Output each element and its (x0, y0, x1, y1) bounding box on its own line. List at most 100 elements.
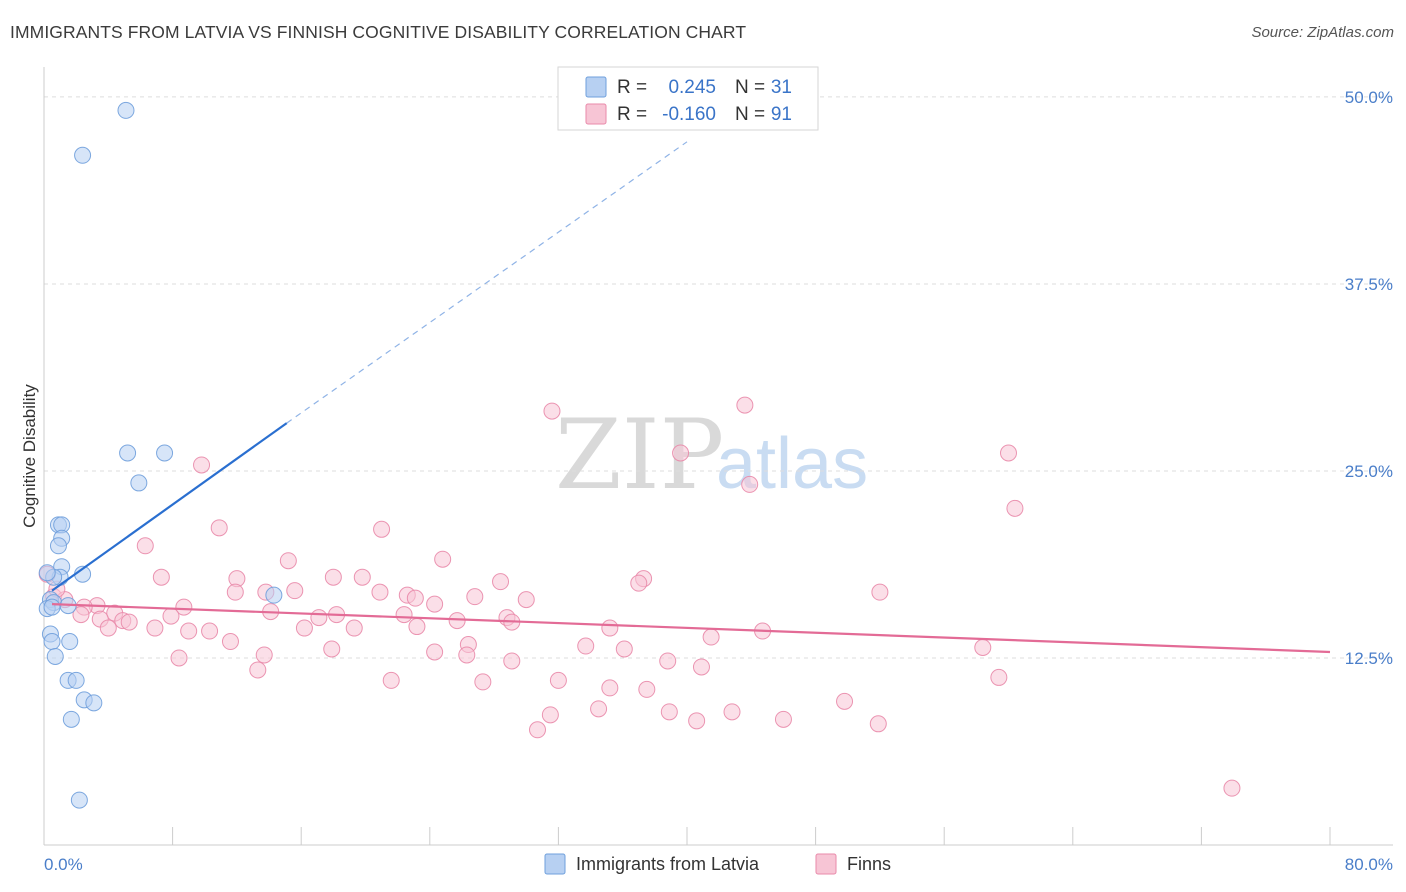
legend-r-value-latvia: 0.245 (668, 77, 716, 98)
finns-point (249, 661, 267, 679)
y-tick-label: 12.5% (1345, 649, 1393, 668)
finns-point (458, 646, 476, 664)
finns-point (353, 568, 371, 586)
finns-point (672, 444, 690, 462)
finns-point (255, 646, 273, 664)
series-legend-label-finns: Finns (847, 854, 891, 874)
finns-point (741, 475, 759, 493)
latvia-trend-extension (286, 141, 688, 424)
latvia-point (67, 671, 85, 689)
y-tick-label: 25.0% (1345, 462, 1393, 481)
y-tick-label: 50.0% (1345, 88, 1393, 107)
x-tick-label-max: 80.0% (1345, 855, 1393, 874)
finns-point (324, 568, 342, 586)
latvia-point (46, 647, 64, 665)
finns-point (871, 583, 889, 601)
chart-title: IMMIGRANTS FROM LATVIA VS FINNISH COGNIT… (10, 22, 747, 42)
finns-point (152, 568, 170, 586)
series-legend-swatch-latvia (544, 853, 566, 875)
legend-n-label-latvia: N = (735, 77, 765, 98)
finns-point (474, 673, 492, 691)
finns-point (492, 573, 510, 591)
finns-point (529, 721, 547, 739)
legend-n-value-latvia: 31 (771, 77, 792, 98)
finns-point (659, 652, 677, 670)
finns-point (774, 710, 792, 728)
latvia-point (70, 791, 88, 809)
legend-r-label-finns: R = (617, 104, 647, 125)
finns-point (162, 607, 180, 625)
finns-point (279, 552, 297, 570)
latvia-point (62, 710, 80, 728)
correlation-legend: R = 0.245 N = 31 R = -0.160 N = 91 (557, 66, 819, 131)
finns-point (601, 619, 619, 637)
finns-point (736, 396, 754, 414)
legend-n-label-finns: N = (735, 104, 765, 125)
finns-point (408, 618, 426, 636)
finns-point (146, 619, 164, 637)
watermark-atlas: atlas (716, 424, 868, 504)
finns-point (170, 649, 188, 667)
finns-point (395, 606, 413, 624)
finns-point (99, 619, 117, 637)
legend-r-value-finns: -0.160 (662, 104, 716, 125)
gridlines (44, 96, 1393, 659)
y-axis-label: Cognitive Disability (20, 384, 39, 528)
finns-point (590, 700, 608, 718)
latvia-point (130, 474, 148, 492)
finns-point (638, 680, 656, 698)
legend-r-label-latvia: R = (617, 77, 647, 98)
finns-point (310, 609, 328, 627)
watermark-zip: ZIP (555, 399, 724, 511)
finns-point (466, 588, 484, 606)
x-axis-ticks (172, 827, 1331, 845)
finns-point (1223, 779, 1241, 797)
latvia-point (61, 633, 79, 651)
latvia-points (38, 101, 283, 809)
finns-point (869, 715, 887, 733)
latvia-point (117, 101, 135, 119)
finns-point (136, 537, 154, 555)
latvia-point (49, 537, 67, 555)
finns-point (660, 703, 678, 721)
finns-point (201, 622, 219, 640)
legend-swatch-latvia (585, 76, 607, 98)
finns-point (371, 583, 389, 601)
finns-point (836, 692, 854, 710)
finns-point (1000, 444, 1017, 462)
latvia-point (156, 444, 174, 462)
source-label: Source: ZipAtlas.com (1251, 24, 1394, 41)
finns-point (210, 519, 228, 537)
finns-point (577, 637, 595, 655)
latvia-point (43, 598, 61, 616)
finns-point (426, 595, 444, 613)
finns-point (295, 619, 313, 637)
finns-point (702, 628, 720, 646)
finns-point (543, 402, 561, 420)
series-legend: Immigrants from Latvia Finns (544, 853, 891, 875)
y-axis-tick-labels: 12.5% 25.0% 37.5% 50.0% (1345, 88, 1393, 668)
finns-point (688, 712, 706, 730)
finns-point (503, 652, 521, 670)
finns-point (345, 619, 363, 637)
finns-trend-line (51, 603, 1331, 654)
finns-point (286, 582, 304, 600)
finns-point (120, 613, 138, 631)
series-legend-swatch-finns (815, 853, 837, 875)
y-tick-label: 37.5% (1345, 275, 1393, 294)
finns-point (226, 583, 244, 601)
finns-point (692, 658, 710, 676)
finns-point (601, 679, 619, 697)
finns-point (434, 550, 452, 568)
finns-point (615, 640, 633, 658)
finns-point (1006, 499, 1024, 517)
finns-point (426, 643, 444, 661)
finns-point (549, 671, 567, 689)
latvia-point (38, 564, 56, 582)
finns-point (723, 703, 741, 721)
finns-point (382, 671, 400, 689)
finns-point (406, 589, 424, 607)
latvia-point (74, 146, 92, 164)
legend-swatch-finns (585, 103, 607, 125)
